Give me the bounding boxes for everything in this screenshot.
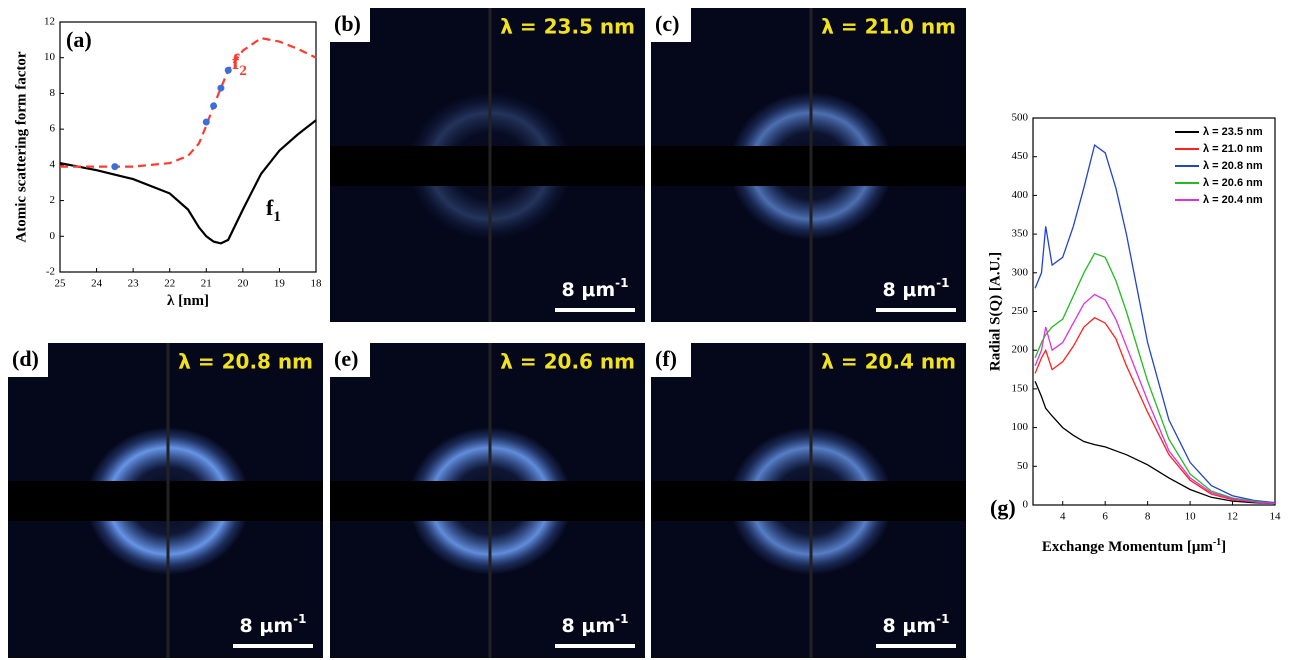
y-tick-label: 300 bbox=[1012, 266, 1029, 278]
annotation-subscript: 2 bbox=[239, 63, 247, 79]
wavelength-caption: λ = 20.8 nm bbox=[178, 350, 313, 374]
y-tick-label: 150 bbox=[1012, 382, 1029, 394]
x-tick-label: 21 bbox=[201, 278, 212, 290]
legend-label: λ = 20.8 nm bbox=[1203, 160, 1263, 172]
x-tick-label: 8 bbox=[1145, 511, 1151, 523]
x-tick-label: 25 bbox=[55, 278, 67, 290]
scale-bar-text: 8 μm bbox=[562, 615, 616, 637]
data-point bbox=[111, 163, 118, 170]
y-tick-label: 0 bbox=[50, 230, 56, 242]
scale-bar-text: 8 μm bbox=[240, 615, 294, 637]
legend-label: λ = 21.0 nm bbox=[1203, 143, 1263, 155]
panel-label: (c) bbox=[655, 11, 679, 36]
scale-bar-text: 8 μm bbox=[562, 279, 616, 301]
y-tick-label: 8 bbox=[50, 87, 56, 99]
x-tick-label: 14 bbox=[1270, 511, 1282, 523]
y-tick-label: 200 bbox=[1012, 344, 1029, 356]
beam-stop-band bbox=[651, 481, 966, 521]
diffraction-image: (c) λ = 21.0 nm 8 μm-1 bbox=[651, 8, 966, 322]
scale-bar-exponent: -1 bbox=[615, 276, 628, 290]
x-axis-title-text: λ [nm] bbox=[167, 293, 209, 309]
x-tick-label: 20 bbox=[237, 278, 249, 290]
scale-bar-exponent: -1 bbox=[293, 612, 306, 626]
y-tick-label: 0 bbox=[1023, 499, 1029, 511]
x-tick-label: 4 bbox=[1060, 511, 1066, 523]
data-point bbox=[217, 85, 224, 92]
y-tick-label: 10 bbox=[44, 51, 56, 63]
beam-stop-band bbox=[8, 481, 323, 521]
y-tick-label: 450 bbox=[1012, 150, 1029, 162]
data-point bbox=[203, 119, 210, 126]
y-tick-label: 500 bbox=[1012, 112, 1029, 124]
x-tick-label: 10 bbox=[1185, 511, 1197, 523]
beam-stop-band bbox=[651, 146, 966, 186]
x-tick-label: 18 bbox=[311, 278, 323, 290]
panel-label: (f) bbox=[655, 346, 677, 371]
x-tick-label: 6 bbox=[1102, 511, 1108, 523]
y-tick-label: -2 bbox=[46, 266, 55, 278]
x-tick-label: 19 bbox=[274, 278, 286, 290]
scale-bar-exponent: -1 bbox=[936, 612, 949, 626]
x-axis-title-exponent: -1 bbox=[1213, 537, 1221, 548]
scale-bar-exponent: -1 bbox=[615, 612, 628, 626]
y-tick-label: 12 bbox=[44, 16, 55, 28]
scale-bar-text: 8 μm bbox=[883, 615, 937, 637]
y-tick-label: 6 bbox=[50, 123, 56, 135]
x-tick-label: 22 bbox=[164, 278, 175, 290]
legend-label: λ = 20.6 nm bbox=[1203, 177, 1263, 189]
y-tick-label: 100 bbox=[1012, 421, 1029, 433]
y-tick-label: 400 bbox=[1012, 189, 1029, 201]
x-axis-title-end: ] bbox=[1221, 539, 1226, 555]
data-point bbox=[225, 67, 232, 74]
y-tick-label: 350 bbox=[1012, 228, 1029, 240]
scale-bar-text: 8 μm bbox=[883, 279, 937, 301]
diffraction-image: (f) λ = 20.4 nm 8 μm-1 bbox=[651, 343, 966, 658]
annotation-subscript: 1 bbox=[273, 209, 281, 225]
beam-stop-band bbox=[330, 481, 645, 521]
data-point bbox=[210, 102, 217, 109]
plot-area bbox=[60, 22, 316, 272]
y-tick-label: 50 bbox=[1017, 460, 1029, 472]
x-axis-title-text: Exchange Momentum [μm bbox=[1042, 539, 1213, 555]
panel-label: (b) bbox=[334, 11, 361, 36]
panel-label: (a) bbox=[66, 27, 92, 52]
x-tick-label: 23 bbox=[128, 278, 140, 290]
y-axis-title: Atomic scattering form factor bbox=[13, 51, 29, 243]
x-axis-title: λ [nm] bbox=[167, 293, 209, 309]
scale-bar-exponent: -1 bbox=[936, 276, 949, 290]
y-axis-title: Radial S(Q) [A.U.] bbox=[987, 252, 1003, 371]
legend-label: λ = 23.5 nm bbox=[1203, 126, 1263, 138]
y-tick-label: 250 bbox=[1012, 305, 1029, 317]
panel-label: (g) bbox=[990, 495, 1016, 520]
y-tick-label: 2 bbox=[50, 194, 56, 206]
wavelength-caption: λ = 20.4 nm bbox=[821, 350, 956, 374]
diffraction-image: (b) λ = 23.5 nm 8 μm-1 bbox=[330, 8, 645, 322]
wavelength-caption: λ = 23.5 nm bbox=[500, 15, 635, 39]
diffraction-image: (d) λ = 20.8 nm 8 μm-1 bbox=[8, 343, 323, 658]
panel-label: (e) bbox=[334, 346, 358, 371]
y-tick-label: 4 bbox=[50, 158, 56, 170]
legend-label: λ = 20.4 nm bbox=[1203, 194, 1263, 206]
wavelength-caption: λ = 21.0 nm bbox=[821, 15, 956, 39]
panel-label: (d) bbox=[12, 346, 39, 371]
beam-stop-band bbox=[330, 146, 645, 186]
x-tick-label: 12 bbox=[1227, 511, 1238, 523]
figure: (b)λ = 23.5 nm8 μm-1(c)λ = 21.0 nm8 μm-1… bbox=[0, 0, 1292, 660]
x-axis-title: Exchange Momentum [μm-1] bbox=[1042, 537, 1226, 556]
x-tick-label: 24 bbox=[91, 278, 103, 290]
wavelength-caption: λ = 20.6 nm bbox=[500, 350, 635, 374]
diffraction-image: (e) λ = 20.6 nm 8 μm-1 bbox=[330, 343, 645, 658]
